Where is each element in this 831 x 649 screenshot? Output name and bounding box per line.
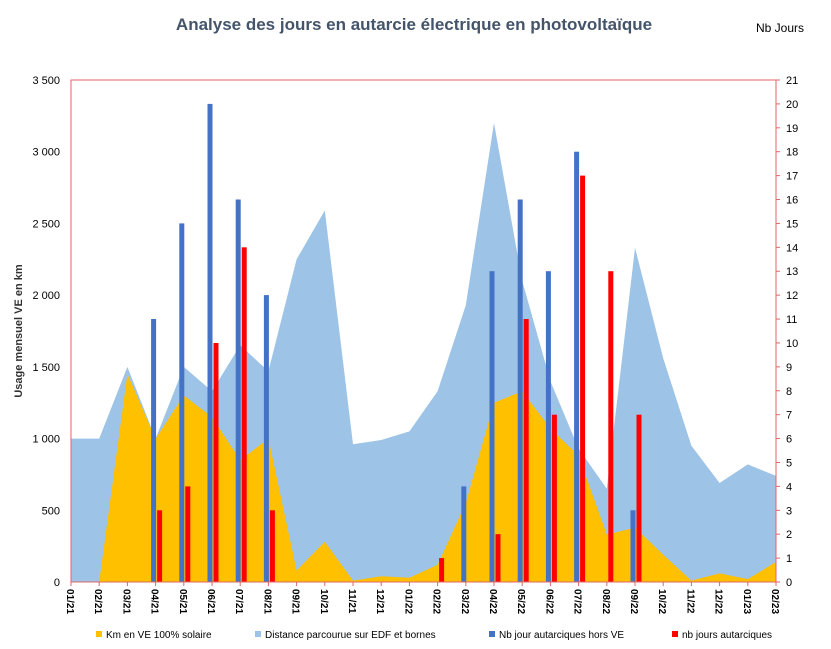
x-tick-label: 07/22 <box>572 589 583 614</box>
bar-hors-ve-05-22 <box>517 199 523 582</box>
x-tick-label: 04/21 <box>149 589 160 614</box>
bar-hors-ve-06-22 <box>545 271 551 582</box>
right-axis-title: Nb Jours <box>756 21 804 35</box>
x-tick-label: 08/22 <box>600 589 611 614</box>
legend-label: Distance parcourue sur EDF et bornes <box>265 630 436 641</box>
left-tick-label: 500 <box>42 505 60 517</box>
right-tick-label: 18 <box>786 147 798 159</box>
right-tick-label: 12 <box>786 290 798 302</box>
bar-autarcie-05-22 <box>523 319 529 582</box>
left-tick-label: 2 000 <box>32 290 60 302</box>
bar-hors-ve-04-21 <box>151 319 157 582</box>
bar-autarcie-07-21 <box>241 247 247 583</box>
x-tick-label: 03/22 <box>459 589 470 614</box>
right-tick-label: 20 <box>786 99 798 111</box>
x-tick-label: 11/22 <box>684 589 695 614</box>
x-tick-label: 09/21 <box>290 589 301 614</box>
bar-autarcie-06-22 <box>551 414 557 582</box>
legend-label: Nb jour autarciques hors VE <box>499 630 624 641</box>
x-tick-label: 07/21 <box>233 589 244 614</box>
right-tick-label: 13 <box>786 266 798 278</box>
bar-hors-ve-07-21 <box>235 199 241 582</box>
legend-label: nb jours autarciques <box>682 630 772 641</box>
left-tick-label: 1 000 <box>32 434 60 446</box>
x-tick-label: 08/21 <box>261 589 272 614</box>
right-tick-label: 6 <box>786 434 792 446</box>
x-tick-label: 06/22 <box>543 589 554 614</box>
bar-autarcie-04-22 <box>495 534 501 582</box>
area-series-group <box>71 123 776 582</box>
x-tick-label: 02/22 <box>431 589 442 614</box>
chart-title: Analyse des jours en autarcie électrique… <box>176 15 652 34</box>
right-tick-label: 15 <box>786 218 798 230</box>
bar-autarcie-08-22 <box>608 271 614 582</box>
left-tick-label: 1 500 <box>32 362 60 374</box>
legend-swatch <box>255 631 261 637</box>
x-tick-label: 10/21 <box>318 589 329 614</box>
x-tick-label: 12/21 <box>374 589 385 614</box>
right-tick-label: 14 <box>786 242 798 254</box>
plot-frame <box>70 79 777 583</box>
bar-autarcie-04-21 <box>157 510 163 582</box>
bar-autarcie-09-22 <box>636 414 642 582</box>
x-tick-label: 12/22 <box>713 589 724 614</box>
right-tick-label: 8 <box>786 386 792 398</box>
x-tick-label: 01/21 <box>64 589 75 614</box>
right-tick-label: 11 <box>786 314 797 326</box>
bar-hors-ve-06-21 <box>207 103 213 583</box>
right-tick-label: 1 <box>786 553 792 565</box>
left-tick-label: 3 500 <box>32 75 60 87</box>
bar-series-group <box>151 103 642 583</box>
left-tick-label: 2 500 <box>32 218 60 230</box>
bar-autarcie-06-21 <box>213 343 219 582</box>
bar-hors-ve-08-21 <box>263 295 269 582</box>
bar-hors-ve-09-22 <box>630 510 636 582</box>
right-tick-label: 0 <box>786 577 792 589</box>
bar-autarcie-07-22 <box>580 175 586 582</box>
left-axis: 0 500 1 000 1 500 2 000 2 500 3 000 3 500 <box>32 75 60 589</box>
bar-autarcie-02-22 <box>439 558 445 582</box>
x-tick-label: 09/22 <box>628 589 639 614</box>
x-axis: 01/21 02/21 03/21 04/21 05/21 06/21 07/21 08/21… <box>64 582 780 614</box>
right-tick-label: 17 <box>786 171 798 183</box>
x-tick-label: 06/21 <box>205 589 216 614</box>
legend: Km en VE 100% solaire Distance parcourue … <box>96 630 772 641</box>
legend-label: Km en VE 100% solaire <box>106 630 212 641</box>
x-tick-label: 11/21 <box>346 589 357 614</box>
right-tick-label: 10 <box>786 338 798 350</box>
right-tick-label: 4 <box>786 481 792 493</box>
right-tick-label: 21 <box>786 75 798 87</box>
left-axis-title: Usage mensuel VE en km <box>13 264 25 397</box>
x-tick-label: 05/22 <box>515 589 526 614</box>
right-tick-label: 3 <box>786 505 792 517</box>
bar-hors-ve-03-22 <box>461 486 467 582</box>
x-tick-label: 10/22 <box>656 589 667 614</box>
x-tick-label: 04/22 <box>487 589 498 614</box>
area-series-solar <box>71 374 776 582</box>
bar-autarcie-08-21 <box>269 510 275 582</box>
right-tick-label: 7 <box>786 410 792 422</box>
left-tick-label: 0 <box>54 577 60 589</box>
bar-autarcie-05-21 <box>185 486 191 582</box>
legend-swatch <box>489 631 495 637</box>
x-tick-label: 02/21 <box>92 589 103 614</box>
x-tick-label: 02/23 <box>769 589 780 614</box>
x-tick-label: 01/22 <box>402 589 413 614</box>
legend-swatch <box>672 631 678 637</box>
bar-hors-ve-07-22 <box>574 151 580 582</box>
right-tick-label: 5 <box>786 458 792 470</box>
bar-hors-ve-05-21 <box>179 223 185 582</box>
legend-swatch <box>96 631 102 637</box>
x-tick-label: 03/21 <box>120 589 131 614</box>
bar-hors-ve-04-22 <box>489 271 495 582</box>
right-tick-label: 19 <box>786 123 798 135</box>
right-tick-label: 9 <box>786 362 792 374</box>
left-tick-label: 3 000 <box>32 147 60 159</box>
right-tick-label: 16 <box>786 195 798 207</box>
right-tick-label: 2 <box>786 529 792 541</box>
x-tick-label: 05/21 <box>177 589 188 614</box>
x-tick-label: 01/23 <box>741 589 752 614</box>
